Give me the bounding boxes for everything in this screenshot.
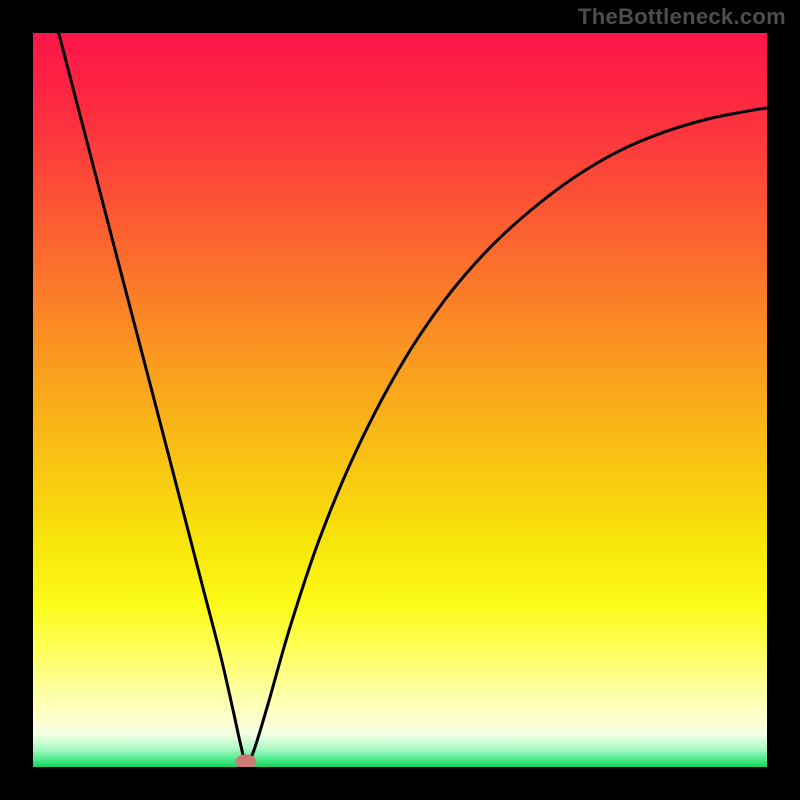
plot-frame (33, 33, 767, 767)
gradient-background (33, 33, 767, 767)
minimum-marker (236, 755, 256, 767)
plot-svg (33, 33, 767, 767)
chart-container: TheBottleneck.com (0, 0, 800, 800)
watermark-text: TheBottleneck.com (578, 4, 786, 30)
